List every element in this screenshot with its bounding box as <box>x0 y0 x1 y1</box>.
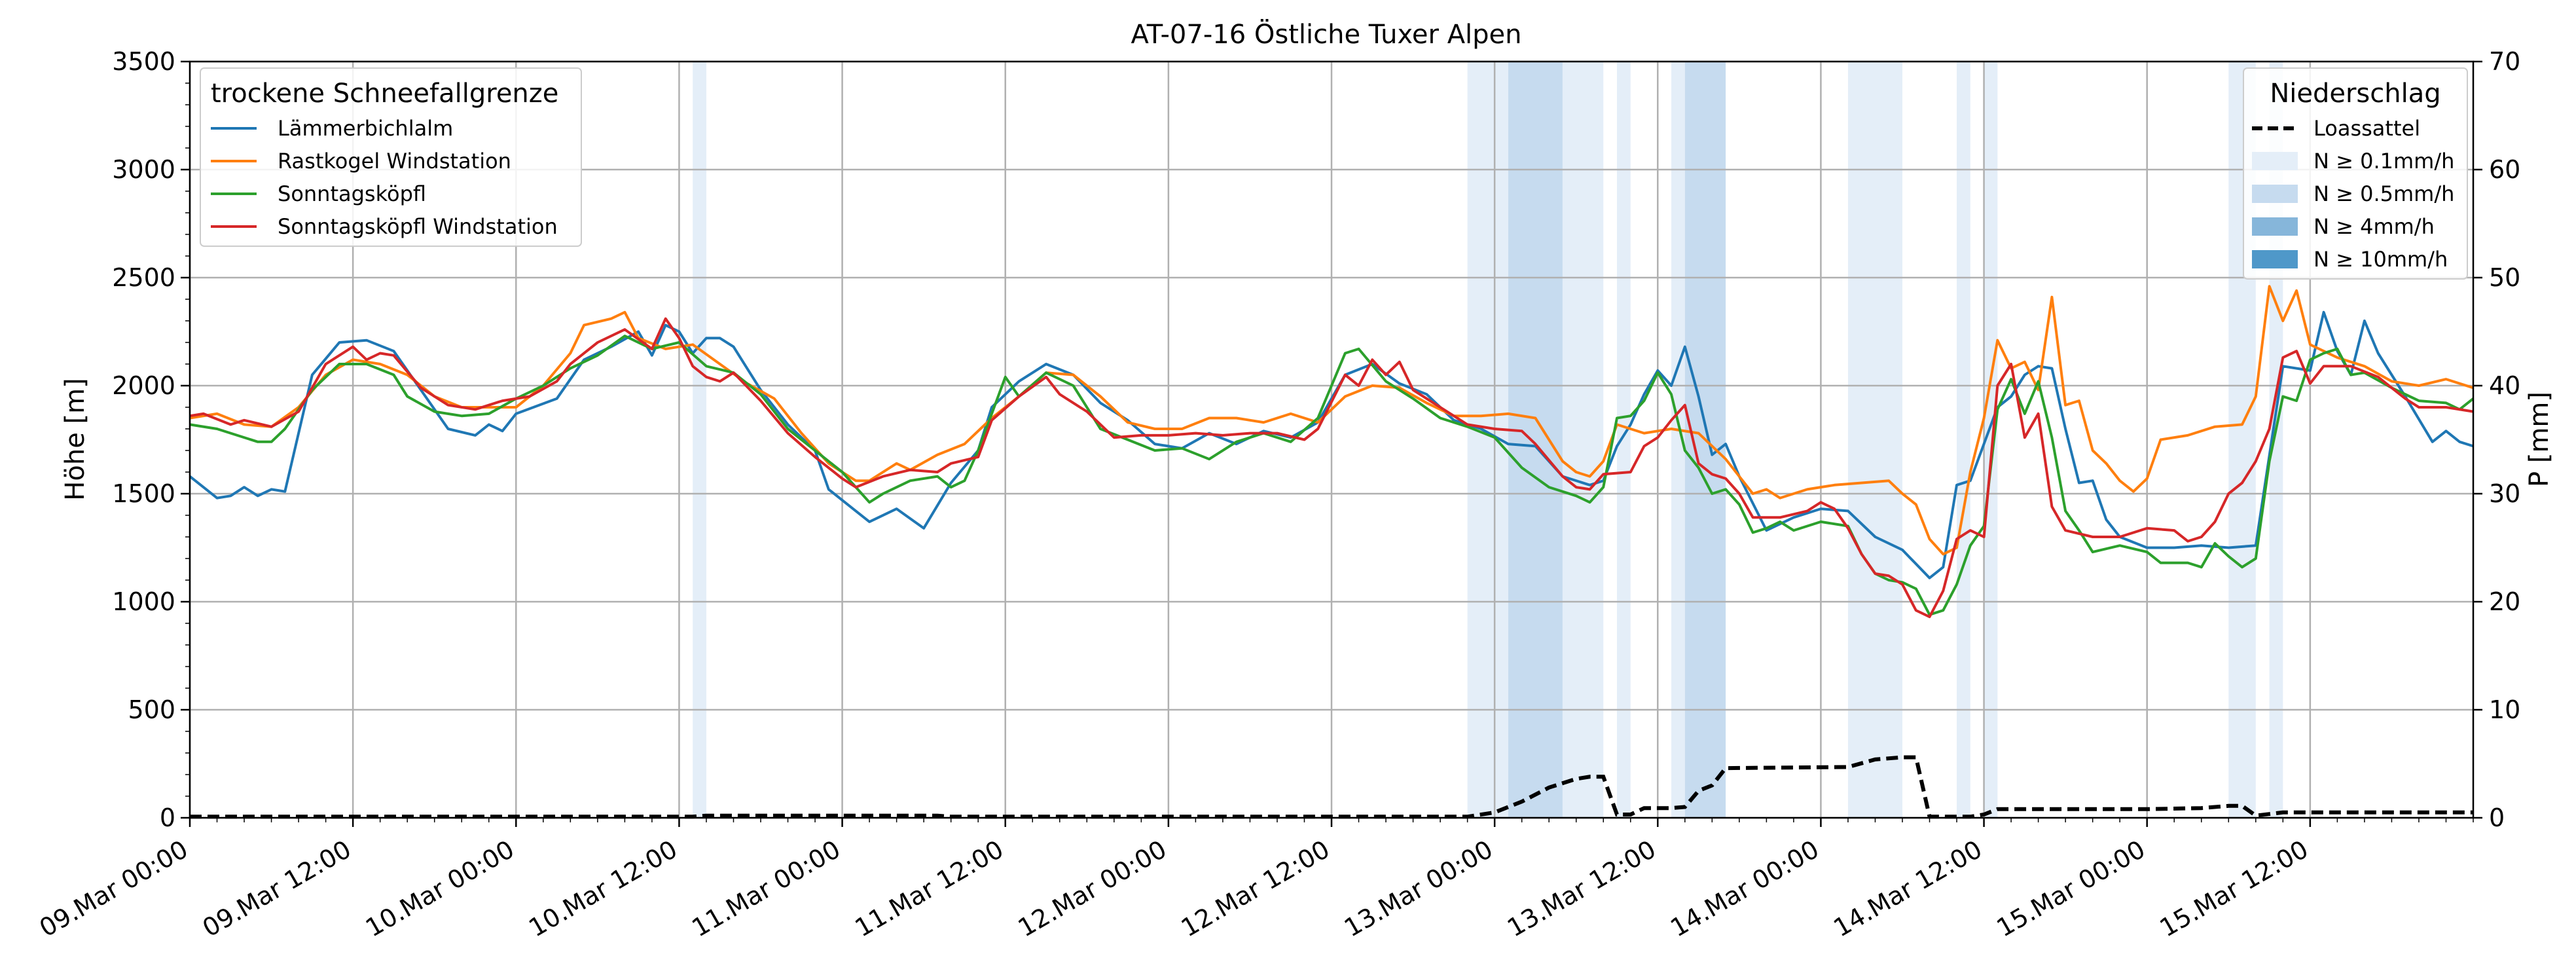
legend-left-title: trockene Schneefallgrenze <box>211 79 558 109</box>
series-line-loassattel <box>190 755 2473 819</box>
precip-band <box>693 62 706 818</box>
y-tick-label-left: 1000 <box>112 587 175 616</box>
precip-band <box>1562 62 1604 818</box>
legend-swatch-band-2 <box>2252 185 2298 203</box>
legend-label-band-1: N ≥ 0.1mm/h <box>2313 149 2454 174</box>
precip-band <box>1617 62 1631 818</box>
legend-right-title: Niederschlag <box>2270 79 2440 109</box>
precip-band <box>1508 62 1563 818</box>
series-line-rastkogel-windstation <box>189 285 2474 556</box>
legend-label-rastkogel-windstation: Rastkogel Windstation <box>278 149 511 174</box>
legend-right-frame <box>2243 67 2468 280</box>
y-tick-label-left: 2500 <box>112 263 175 292</box>
legend-swatch-band-1 <box>2252 152 2298 170</box>
legend-label-band-4: N ≥ 10mm/h <box>2313 247 2448 272</box>
series-line-lammerbichlalm <box>189 310 2474 579</box>
legend-label-band-3: N ≥ 4mm/h <box>2313 214 2435 239</box>
y-tick-label-right: 10 <box>2489 695 2520 724</box>
series-lines <box>189 285 2475 819</box>
precip-band <box>1847 62 1902 818</box>
legend-label-lammerbichlalm: Lämmerbichlalm <box>278 116 453 141</box>
y-tick-label-left: 1500 <box>112 479 175 508</box>
y-tick-label-left: 0 <box>160 803 175 832</box>
y-tick-label-right: 60 <box>2489 155 2520 184</box>
y-tick-label-left: 2000 <box>112 371 175 400</box>
y-tick-label-right: 20 <box>2489 587 2520 616</box>
legend-swatch-band-4 <box>2252 250 2298 268</box>
legend-left-frame <box>200 67 582 247</box>
y-tick-label-left: 3000 <box>112 155 175 184</box>
y-tick-label-right: 50 <box>2489 263 2520 292</box>
y-axis-label-right: P [mm] <box>2524 392 2554 487</box>
y-tick-label-left: 500 <box>128 695 175 724</box>
precip-band <box>1671 62 1685 818</box>
precip-band <box>1957 62 1970 818</box>
legend-left: trockene Schneefallgrenze Lämmerbichlalm… <box>200 67 582 247</box>
legend-label-band-2: N ≥ 0.5mm/h <box>2313 181 2454 206</box>
chart-title: AT-07-16 Östliche Tuxer Alpen <box>1131 18 1521 50</box>
legend-right: Niederschlag Loassattel N ≥ 0.1mm/h N ≥ 0… <box>2243 67 2468 280</box>
y-tick-label-right: 70 <box>2489 47 2520 76</box>
series-line-sonntagskopfl-windstation <box>189 317 2474 619</box>
y-tick-label-right: 0 <box>2489 803 2505 832</box>
legend-swatch-band-3 <box>2252 217 2298 236</box>
precip-band <box>1984 62 1998 818</box>
y-tick-label-right: 40 <box>2489 371 2520 400</box>
legend-label-loassattel: Loassattel <box>2313 116 2420 141</box>
legend-label-sonntagskopfl: Sonntagsköpfl <box>278 181 426 206</box>
y-axis-label-left: Höhe [m] <box>60 378 90 500</box>
y-tick-label-right: 30 <box>2489 479 2520 508</box>
y-tick-label-left: 3500 <box>112 47 175 76</box>
legend-label-sonntagskopfl-windstation: Sonntagsköpfl Windstation <box>278 214 558 239</box>
